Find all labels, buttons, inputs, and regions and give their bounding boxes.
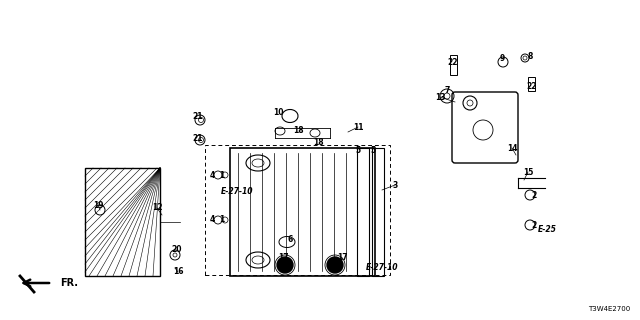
Text: 11: 11 xyxy=(353,123,364,132)
Text: 22: 22 xyxy=(448,58,458,67)
Text: 4: 4 xyxy=(209,215,214,225)
Bar xyxy=(372,148,384,276)
Text: 19: 19 xyxy=(93,201,103,210)
Text: 10: 10 xyxy=(273,108,284,116)
Text: 18: 18 xyxy=(292,125,303,134)
Text: 17: 17 xyxy=(337,253,348,262)
Text: 20: 20 xyxy=(172,245,182,254)
Text: 22: 22 xyxy=(527,82,537,91)
Text: 4: 4 xyxy=(209,171,214,180)
Text: 18: 18 xyxy=(313,138,323,147)
Text: 1: 1 xyxy=(220,171,225,180)
Text: 1: 1 xyxy=(220,215,225,225)
Bar xyxy=(357,148,369,276)
Circle shape xyxy=(277,257,293,273)
Text: 13: 13 xyxy=(435,92,445,101)
Bar xyxy=(230,148,375,276)
Text: 16: 16 xyxy=(173,268,183,276)
Bar xyxy=(85,168,160,276)
Text: E-27-10: E-27-10 xyxy=(221,188,253,196)
Text: 2: 2 xyxy=(531,190,536,199)
Text: 5: 5 xyxy=(355,146,360,155)
Text: 12: 12 xyxy=(152,204,163,212)
Text: E-25: E-25 xyxy=(538,226,556,235)
Text: 8: 8 xyxy=(527,52,532,60)
Text: 2: 2 xyxy=(531,220,536,229)
Text: 21: 21 xyxy=(193,133,204,142)
Text: E-27-10: E-27-10 xyxy=(365,263,398,273)
Text: 14: 14 xyxy=(507,143,517,153)
Bar xyxy=(205,145,390,275)
Text: 15: 15 xyxy=(523,167,533,177)
Text: 5: 5 xyxy=(371,146,376,155)
Bar xyxy=(528,77,535,91)
Text: 17: 17 xyxy=(278,253,288,262)
Text: 6: 6 xyxy=(287,236,292,244)
Text: 9: 9 xyxy=(499,53,504,62)
Text: FR.: FR. xyxy=(60,278,78,288)
Circle shape xyxy=(327,257,343,273)
Bar xyxy=(450,55,457,75)
Text: 7: 7 xyxy=(444,85,450,94)
Text: 3: 3 xyxy=(392,180,397,189)
Text: T3W4E2700: T3W4E2700 xyxy=(588,306,630,312)
Text: 21: 21 xyxy=(193,111,204,121)
